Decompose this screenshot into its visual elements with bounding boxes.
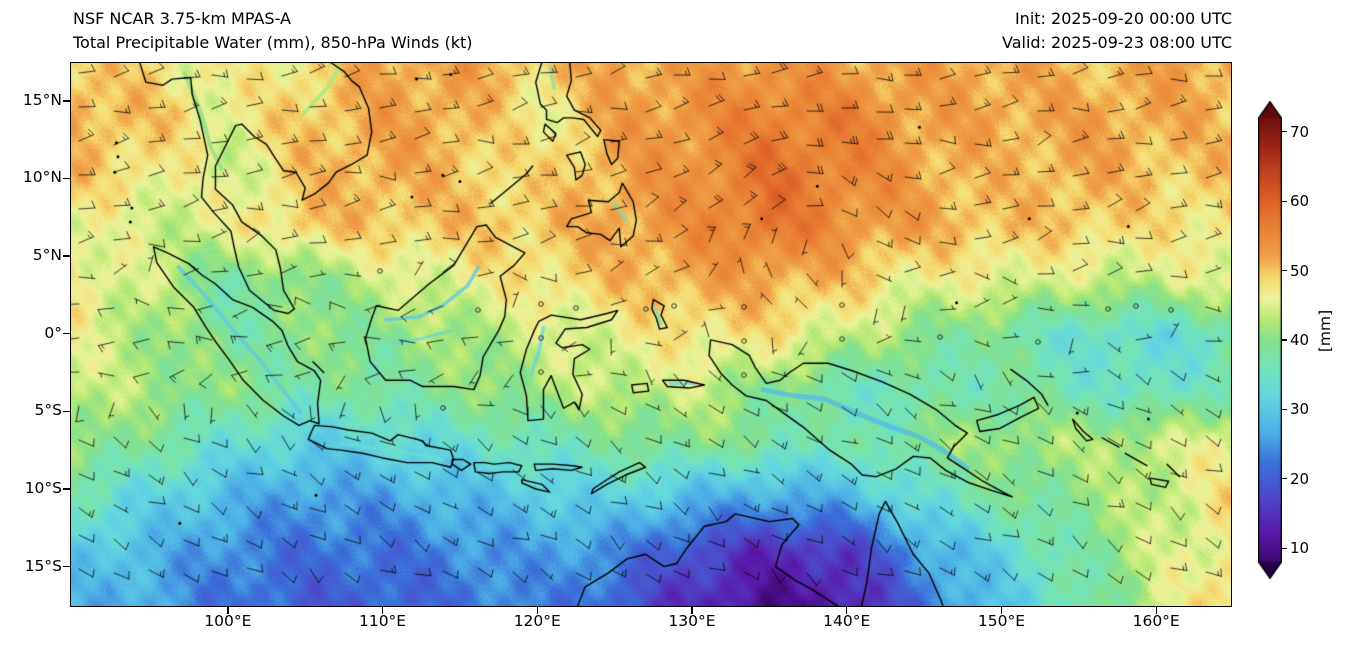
colorbar-unit-label: [mm] [1316, 309, 1334, 353]
colorbar-tick-label: 40 [1290, 331, 1310, 349]
lon-tick-label: 160°E [1132, 612, 1180, 630]
x-axis-tick [1155, 607, 1157, 614]
colorbar-tick [1282, 200, 1287, 202]
lat-tick-label: 10°N [22, 168, 62, 187]
lat-tick-label: 15°S [24, 556, 62, 575]
map-plot-canvas [70, 62, 1232, 607]
lat-tick-label: 0° [44, 323, 62, 342]
y-axis-tick [63, 333, 70, 335]
lon-tick-label: 140°E [823, 612, 871, 630]
colorbar-tick [1282, 408, 1287, 410]
x-axis-tick [381, 607, 384, 614]
y-axis-tick [63, 410, 70, 413]
field-title: Total Precipitable Water (mm), 850-hPa W… [73, 33, 473, 52]
y-axis-tick [63, 566, 70, 568]
colorbar-tick [1282, 270, 1287, 272]
x-axis-tick [536, 607, 538, 614]
colorbar-tick-label: 70 [1290, 122, 1310, 141]
lat-tick-label: 10°S [24, 478, 62, 497]
lon-tick-label: 150°E [977, 612, 1026, 630]
header-left: NSF NCAR 3.75-km MPAS-A Total Precipitab… [73, 7, 472, 55]
colorbar-tick-label: 50 [1290, 261, 1310, 280]
colorbar-tick-label: 30 [1290, 400, 1310, 419]
x-axis-tick [227, 607, 229, 614]
colorbar-tick [1282, 131, 1287, 133]
lon-tick-label: 120°E [513, 612, 561, 630]
lat-tick-label: 15°N [22, 90, 62, 109]
colorbar-tick [1282, 547, 1287, 549]
colorbar-tick-label: 20 [1290, 469, 1310, 488]
y-axis-tick [63, 100, 70, 102]
model-title: NSF NCAR 3.75-km MPAS-A [73, 9, 291, 28]
y-axis-tick [63, 255, 70, 257]
y-axis-tick [63, 488, 70, 490]
colorbar-tick [1282, 339, 1287, 341]
colorbar [1258, 101, 1282, 579]
y-axis-tick [63, 177, 70, 180]
x-axis-tick [846, 607, 848, 614]
x-axis-tick [691, 607, 693, 614]
valid-time: Valid: 2025-09-23 08:00 UTC [1001, 33, 1232, 52]
lon-tick-label: 110°E [358, 612, 407, 630]
colorbar-tick [1282, 478, 1287, 480]
lon-tick-label: 130°E [668, 612, 716, 630]
init-time: Init: 2025-09-20 00:00 UTC [1014, 9, 1232, 28]
colorbar-tick-label: 60 [1290, 192, 1310, 211]
colorbar-tick-label: 10 [1290, 539, 1310, 558]
x-axis-tick [1000, 607, 1003, 614]
lat-tick-label: 5°N [32, 246, 62, 265]
lat-tick-label: 5°S [34, 401, 62, 420]
header-right: Init: 2025-09-20 00:00 UTC Valid: 2025-0… [1002, 7, 1232, 55]
lon-tick-label: 100°E [204, 612, 252, 630]
